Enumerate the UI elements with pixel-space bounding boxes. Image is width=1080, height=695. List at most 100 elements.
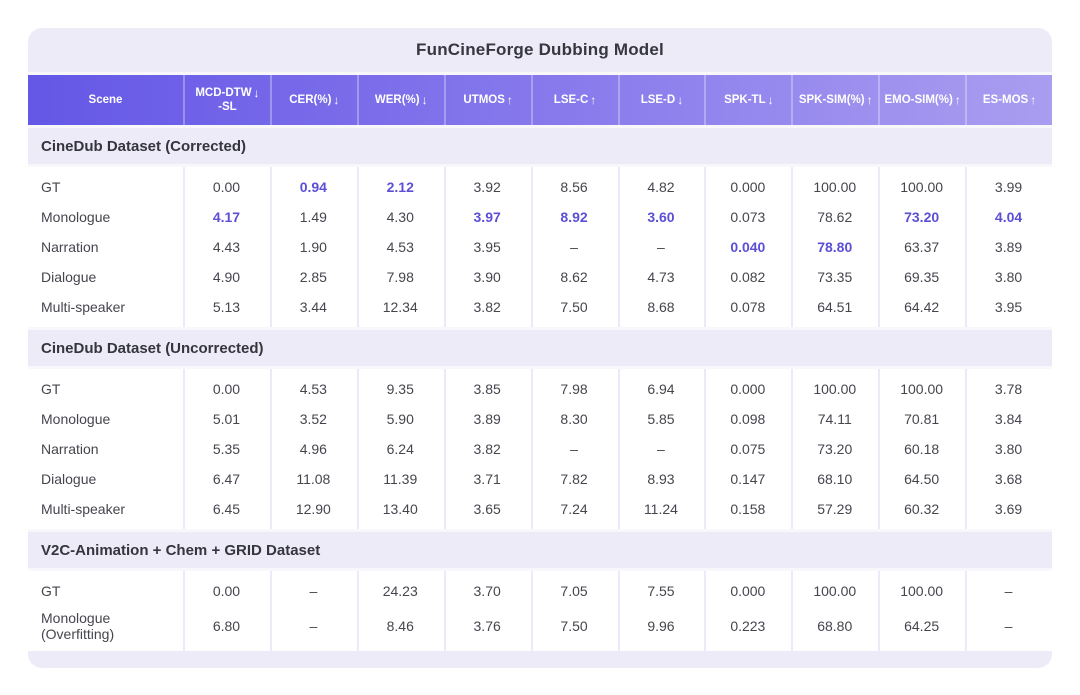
metric-value: 7.55: [647, 583, 675, 599]
metric-value: 1.90: [299, 239, 327, 255]
down-arrow-icon: ↓: [421, 93, 428, 107]
metric-value: 6.24: [386, 441, 414, 457]
column-header-label: Scene: [88, 94, 123, 106]
down-arrow-icon: ↓: [253, 86, 260, 100]
metric-value: 3.60: [647, 209, 675, 225]
column-header-cer-: CER(%) ↓: [269, 75, 357, 125]
metric-value: 3.80: [994, 441, 1023, 457]
column-header-lse-c: LSE-C ↑: [530, 75, 618, 125]
table-row: Monologue 5.01 3.52 5.90 3.89 8.30 5.85 0.098 74…: [28, 404, 1052, 434]
metric-value: 3.52: [299, 411, 327, 427]
column-separator: [530, 369, 533, 529]
column-separator: [269, 369, 272, 529]
metric-value: 0.00: [212, 179, 241, 195]
column-header-utmos: UTMOS ↑: [443, 75, 531, 125]
column-separator: [878, 369, 881, 529]
metric-value: 3.68: [994, 471, 1023, 487]
metric-value: 3.76: [473, 618, 501, 634]
column-separator: [530, 167, 533, 327]
column-separator: [965, 571, 968, 651]
metric-value: 3.99: [994, 179, 1023, 195]
metric-value: 73.20: [817, 441, 853, 457]
metric-value: 7.82: [560, 471, 588, 487]
column-separator: [356, 167, 359, 327]
table-title-band: FunCineForge Dubbing Model: [28, 28, 1052, 72]
up-arrow-icon: ↑: [954, 93, 961, 107]
metric-value: 0.00: [212, 381, 241, 397]
column-separator: [791, 369, 794, 529]
column-header-label: CER(%): [289, 94, 332, 106]
metric-value: 24.23: [382, 583, 418, 599]
metric-value: 3.92: [473, 179, 501, 195]
metric-value: 4.96: [299, 441, 327, 457]
metric-value: 100.00: [813, 583, 857, 599]
table-body: CineDub Dataset (Corrected) GT 0.00 0.94 2.1…: [28, 125, 1052, 651]
column-separator: [269, 167, 272, 327]
column-header-label: LSE-D: [640, 94, 676, 106]
section-header: CineDub Dataset (Uncorrected): [28, 327, 1052, 366]
column-header-mcd-dtw: MCD-DTW ↓ -SL: [183, 75, 270, 125]
metric-value: 4.04: [994, 209, 1023, 225]
metric-value: 4.73: [647, 269, 675, 285]
column-separator: [704, 571, 707, 651]
metric-value: 57.29: [817, 501, 853, 517]
column-header-spk-tl: SPK-TL ↓: [704, 75, 791, 125]
column-separator: [878, 167, 881, 327]
metric-value: 8.46: [386, 618, 414, 634]
metric-value: 5.90: [386, 411, 414, 427]
up-arrow-icon: ↑: [1030, 93, 1037, 107]
metric-value: 68.80: [817, 618, 853, 634]
scene-label: Narration: [41, 239, 99, 255]
column-header-subline: -SL: [218, 101, 237, 113]
metric-value: 7.50: [560, 618, 588, 634]
column-header-label: SPK-SIM(%): [798, 94, 865, 106]
metric-value: –: [570, 239, 578, 255]
table-row: Monologue 4.17 1.49 4.30 3.97 8.92 3.60 0.073 78…: [28, 202, 1052, 232]
metric-value: 5.85: [647, 411, 675, 427]
scene-label: Monologue (Overfitting): [41, 610, 115, 642]
metric-value: 12.34: [382, 299, 418, 315]
metric-value: –: [1004, 583, 1013, 599]
results-table-card: FunCineForge Dubbing Model Scene MCD-DTW ↓…: [28, 28, 1052, 668]
column-separator: [356, 571, 359, 651]
metric-value: 4.82: [647, 179, 675, 195]
metric-value: 3.80: [994, 269, 1023, 285]
metric-value: –: [570, 441, 578, 457]
table-row: Narration 4.43 1.90 4.53 3.95 – – 0.040 78.80 63.…: [28, 232, 1052, 262]
metric-value: 73.35: [817, 269, 853, 285]
scene-label: Multi-speaker: [41, 299, 126, 315]
column-separator: [965, 369, 968, 529]
scene-label: Monologue: [41, 411, 111, 427]
metric-value: 3.44: [299, 299, 327, 315]
metric-value: 4.30: [386, 209, 414, 225]
metric-value: 69.35: [904, 269, 940, 285]
scene-label: GT: [41, 381, 61, 397]
column-separator: [791, 571, 794, 651]
metric-value: 74.11: [817, 411, 852, 427]
down-arrow-icon: ↓: [333, 93, 340, 107]
table-row: GT 0.00 – 24.23 3.70 7.05 7.55 0.000 100.00 100.0…: [28, 576, 1052, 606]
down-arrow-icon: ↓: [767, 93, 774, 107]
column-separator: [183, 369, 185, 529]
metric-value: 0.000: [730, 583, 766, 599]
up-arrow-icon: ↑: [506, 93, 513, 107]
metric-value: 3.89: [473, 411, 501, 427]
column-header-label: LSE-C: [553, 94, 589, 106]
metric-value: 100.00: [813, 381, 857, 397]
metric-value: 4.17: [212, 209, 241, 225]
metric-value: 5.01: [212, 411, 241, 427]
metric-value: 3.69: [994, 501, 1023, 517]
metric-value: 4.53: [386, 239, 414, 255]
metric-value: 0.078: [730, 299, 766, 315]
metric-value: 9.96: [647, 618, 675, 634]
metric-value: 11.39: [383, 471, 418, 487]
metric-value: 6.47: [212, 471, 241, 487]
metric-value: 3.97: [473, 209, 501, 225]
metric-value: 0.158: [730, 501, 766, 517]
column-separator: [269, 571, 272, 651]
metric-value: 6.45: [212, 501, 241, 517]
metric-value: 3.95: [994, 299, 1023, 315]
column-separator: [443, 167, 446, 327]
metric-value: 8.68: [647, 299, 675, 315]
column-separator: [704, 167, 707, 327]
